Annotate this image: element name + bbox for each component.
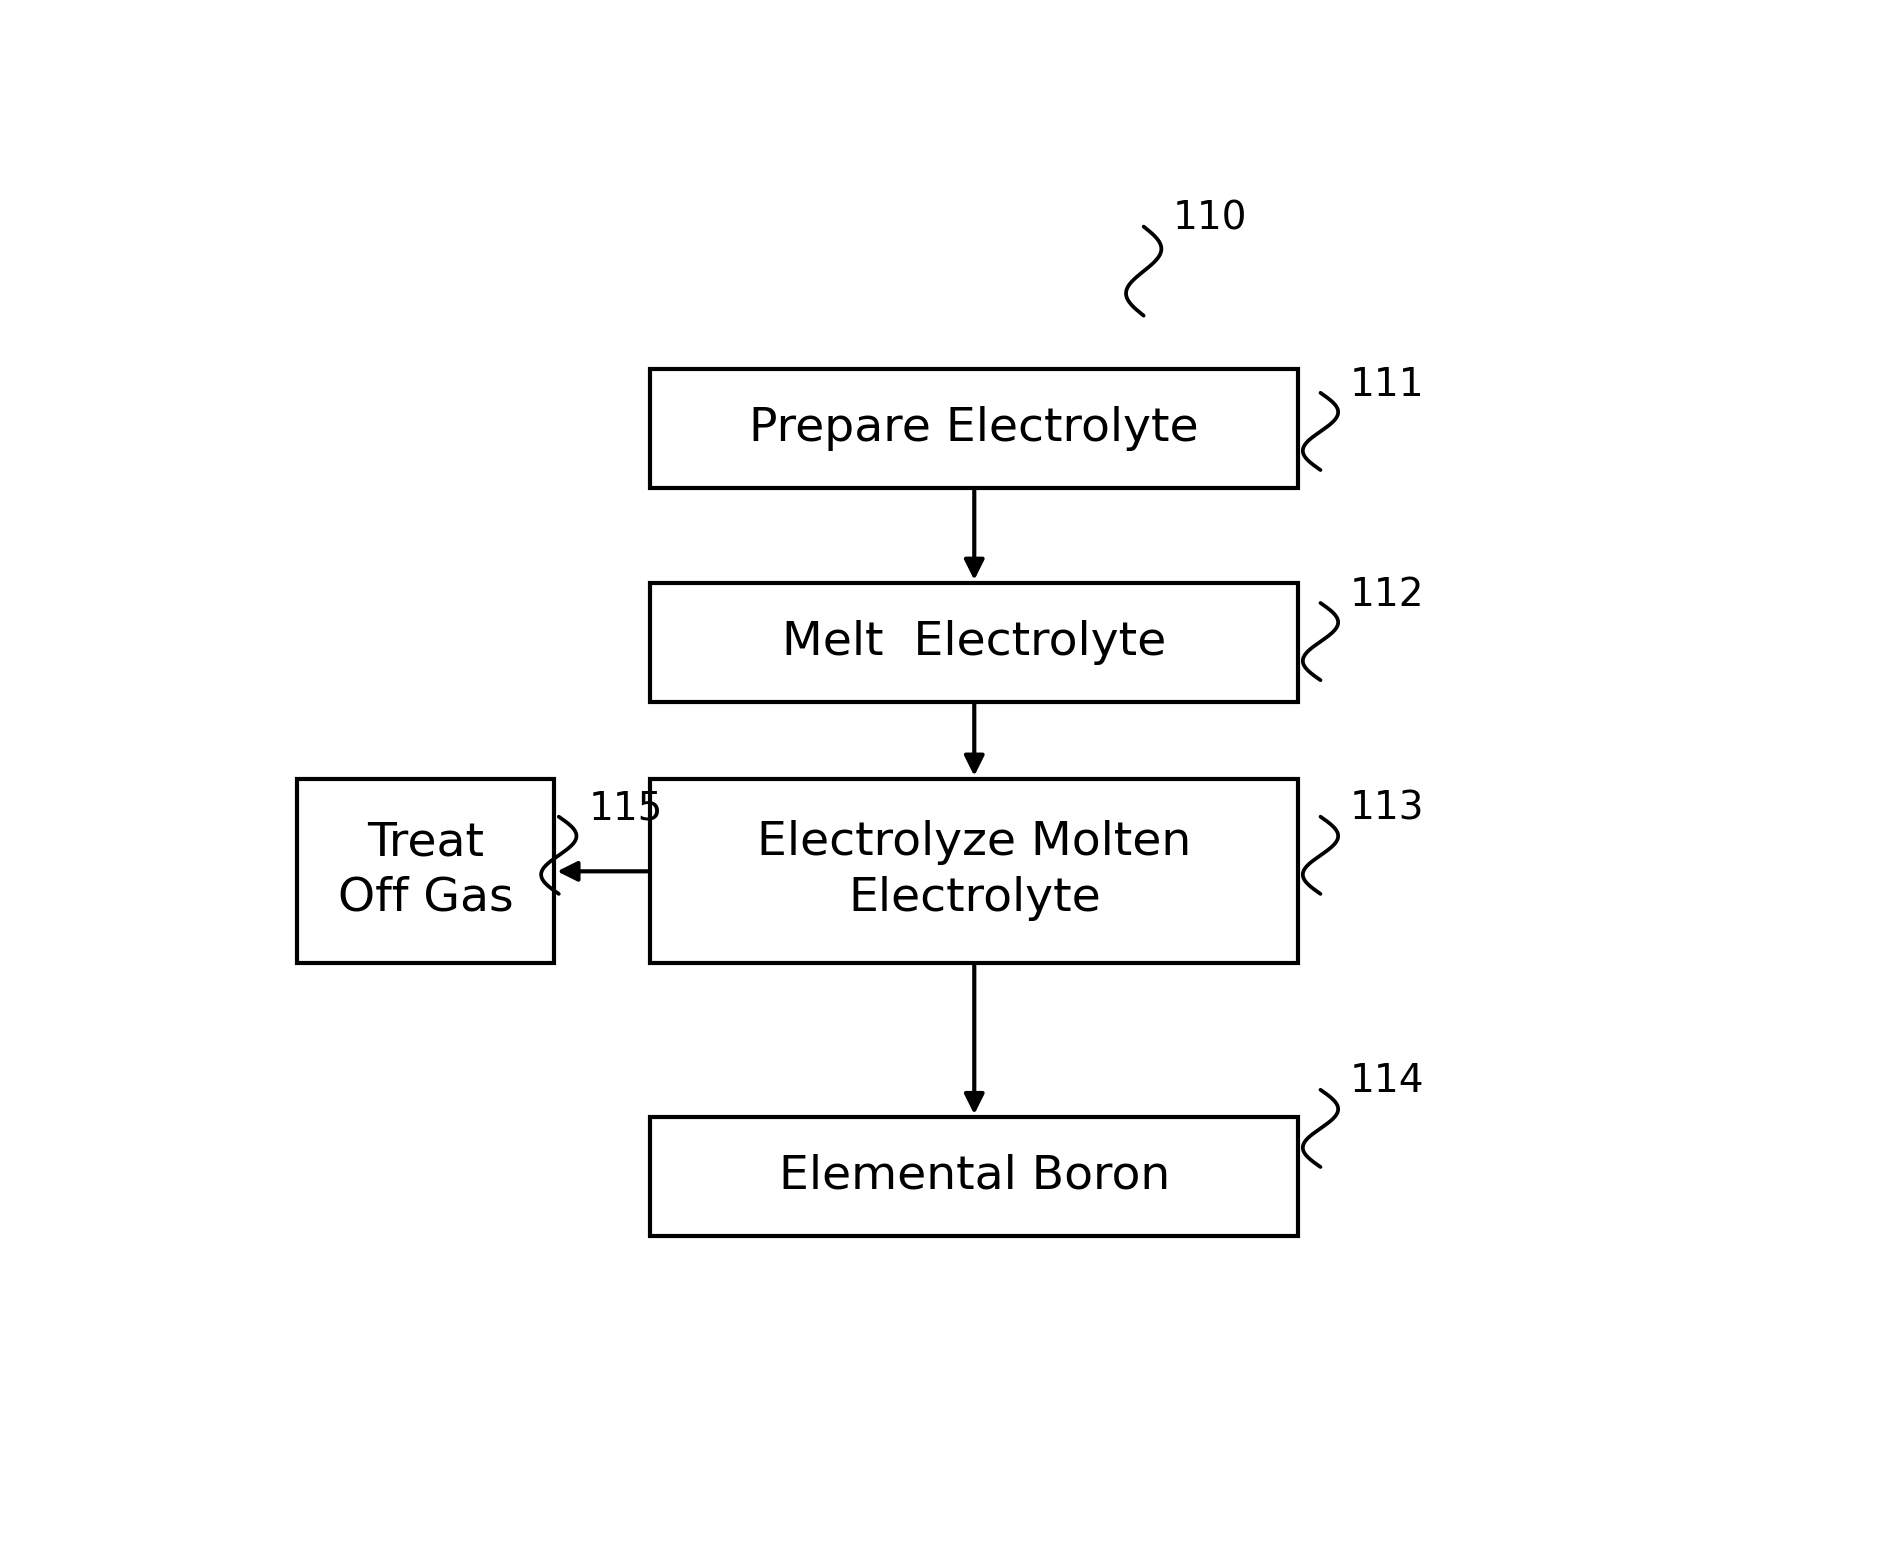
FancyBboxPatch shape xyxy=(650,779,1298,962)
Text: Treat
Off Gas: Treat Off Gas xyxy=(338,820,513,921)
Text: Melt  Electrolyte: Melt Electrolyte xyxy=(781,620,1167,665)
FancyBboxPatch shape xyxy=(650,583,1298,702)
Text: 113: 113 xyxy=(1350,790,1424,828)
Text: 115: 115 xyxy=(587,790,663,828)
Text: 114: 114 xyxy=(1350,1062,1424,1101)
Text: Electrolyze Molten
Electrolyte: Electrolyze Molten Electrolyte xyxy=(757,820,1192,921)
Text: Prepare Electrolyte: Prepare Electrolyte xyxy=(749,406,1200,450)
Text: 111: 111 xyxy=(1350,365,1424,404)
Text: Elemental Boron: Elemental Boron xyxy=(779,1153,1169,1200)
FancyBboxPatch shape xyxy=(650,369,1298,487)
FancyBboxPatch shape xyxy=(650,1116,1298,1235)
FancyBboxPatch shape xyxy=(297,779,555,962)
Text: 112: 112 xyxy=(1350,575,1424,614)
Text: 110: 110 xyxy=(1173,199,1247,237)
